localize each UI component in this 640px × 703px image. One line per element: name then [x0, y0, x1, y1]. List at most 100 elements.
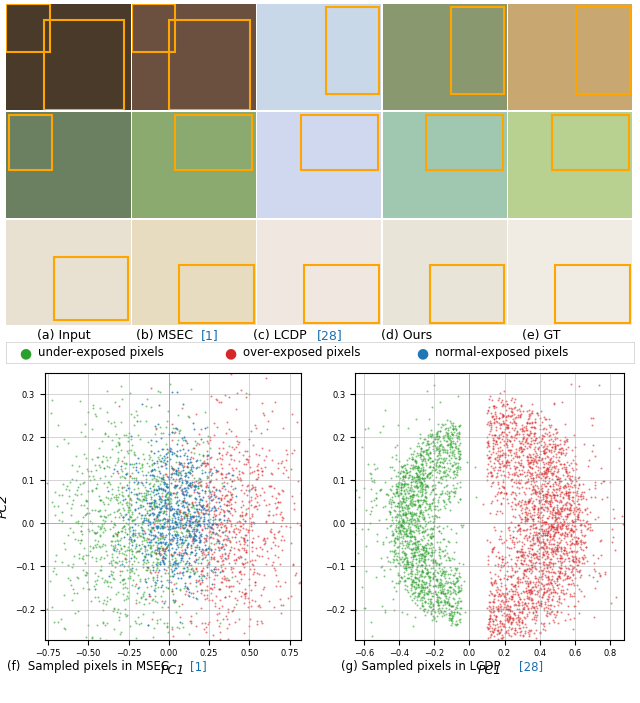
- Point: [188, 511, 198, 522]
- Point: [506, 517, 516, 528]
- Point: [525, 536, 535, 547]
- Point: [485, 612, 495, 623]
- Point: [121, 468, 131, 479]
- Point: [163, 491, 173, 502]
- Point: [49, 555, 60, 567]
- Point: [371, 499, 381, 510]
- Point: [435, 456, 445, 467]
- Point: [161, 501, 171, 512]
- Point: [537, 516, 547, 527]
- Point: [388, 497, 398, 508]
- Point: [237, 558, 248, 569]
- Point: [410, 481, 420, 492]
- Point: [93, 459, 104, 470]
- Point: [546, 553, 556, 565]
- Point: [156, 520, 166, 531]
- Point: [417, 465, 428, 476]
- Point: [513, 524, 523, 536]
- Point: [129, 534, 140, 546]
- Point: [131, 633, 141, 644]
- Point: [240, 445, 250, 456]
- Point: [483, 643, 493, 654]
- Point: [209, 488, 219, 499]
- Point: [135, 494, 145, 505]
- Point: [99, 517, 109, 529]
- Point: [244, 574, 254, 585]
- Point: [138, 608, 148, 619]
- Point: [555, 565, 565, 576]
- Point: [430, 482, 440, 494]
- Point: [399, 527, 409, 538]
- Point: [438, 533, 448, 544]
- Point: [568, 486, 579, 498]
- Point: [421, 495, 431, 506]
- Point: [149, 513, 159, 524]
- Point: [555, 483, 565, 494]
- Point: [375, 427, 385, 438]
- Point: [175, 472, 185, 483]
- Point: [560, 574, 570, 585]
- Point: [565, 503, 575, 514]
- Point: [401, 526, 412, 537]
- Point: [549, 566, 559, 577]
- Point: [504, 524, 515, 536]
- Point: [537, 591, 547, 602]
- Point: [113, 557, 123, 568]
- Point: [283, 471, 293, 482]
- Point: [419, 603, 429, 614]
- Point: [111, 546, 121, 557]
- Point: [428, 603, 438, 614]
- Point: [548, 616, 559, 627]
- Point: [189, 533, 199, 544]
- Point: [448, 435, 458, 446]
- Point: [426, 431, 436, 442]
- Point: [421, 567, 431, 579]
- Point: [587, 524, 597, 536]
- Point: [37, 517, 47, 529]
- Point: [451, 527, 461, 538]
- Point: [495, 487, 506, 498]
- Point: [396, 482, 406, 493]
- Point: [447, 459, 457, 470]
- Point: [579, 486, 589, 498]
- Point: [522, 509, 532, 520]
- Point: [424, 498, 434, 510]
- Point: [167, 566, 177, 577]
- Point: [401, 565, 412, 576]
- Point: [270, 498, 280, 509]
- Point: [182, 437, 192, 449]
- Point: [497, 401, 508, 412]
- Point: [556, 521, 566, 532]
- Point: [405, 482, 415, 494]
- Point: [417, 478, 428, 489]
- Point: [412, 512, 422, 524]
- Text: [28]: [28]: [317, 329, 343, 342]
- Point: [213, 396, 223, 408]
- Point: [502, 613, 512, 624]
- Point: [483, 467, 493, 479]
- Point: [209, 508, 219, 520]
- Point: [506, 455, 516, 466]
- Point: [391, 526, 401, 537]
- Point: [404, 523, 415, 534]
- Point: [550, 483, 561, 494]
- Point: [351, 484, 361, 495]
- Point: [148, 484, 159, 496]
- Point: [492, 618, 502, 629]
- Point: [209, 546, 220, 557]
- Point: [186, 451, 196, 462]
- Point: [525, 438, 536, 449]
- Point: [172, 450, 182, 461]
- Point: [400, 487, 410, 498]
- Point: [200, 593, 210, 605]
- Point: [398, 560, 408, 572]
- Point: [458, 519, 468, 530]
- Point: [399, 485, 410, 496]
- Point: [190, 484, 200, 495]
- Point: [114, 432, 124, 444]
- Point: [184, 467, 195, 478]
- Point: [174, 494, 184, 505]
- Point: [192, 585, 202, 596]
- Point: [527, 614, 538, 625]
- Bar: [426, 115, 503, 170]
